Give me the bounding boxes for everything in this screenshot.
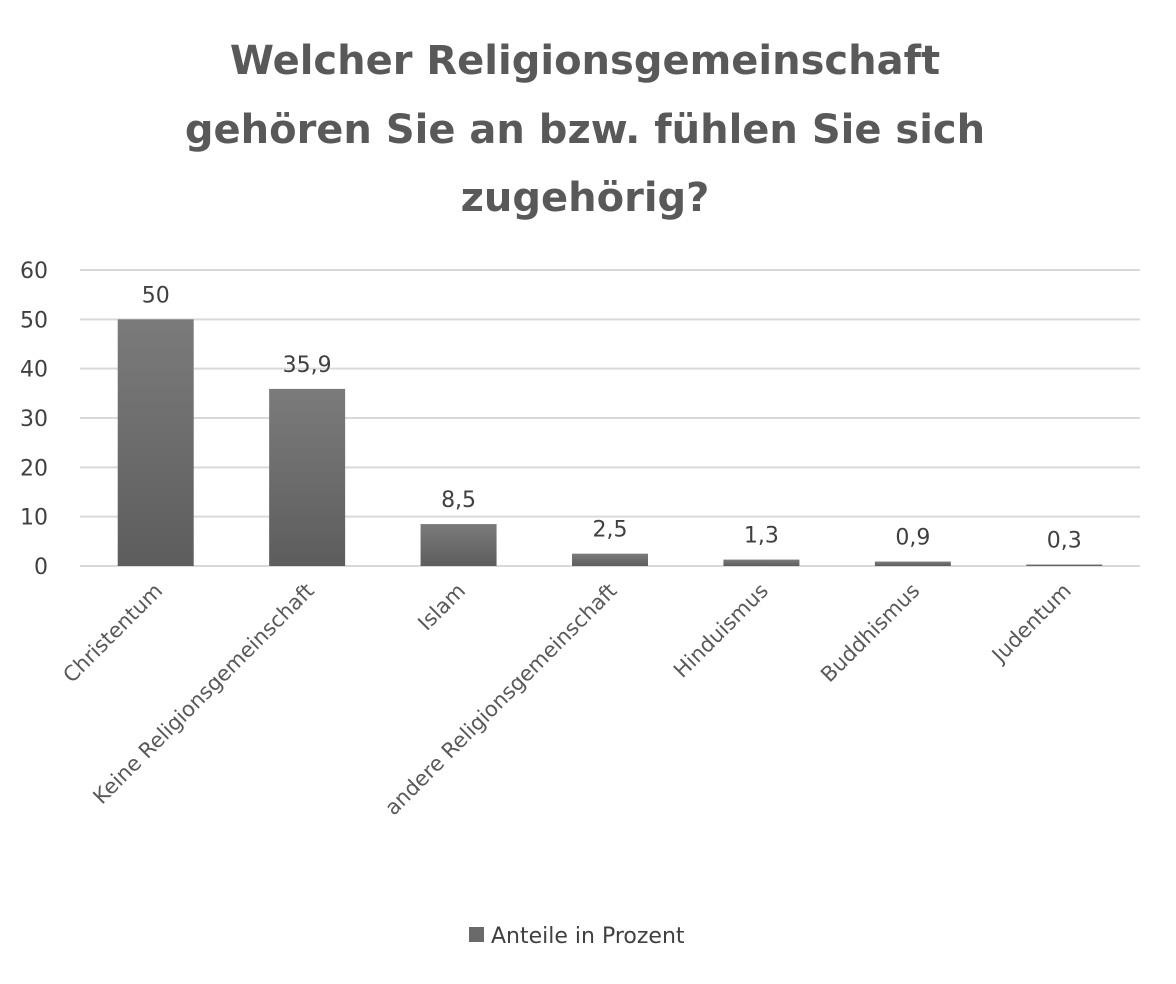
- y-tick-label: 50: [20, 308, 48, 333]
- bar: [723, 559, 800, 566]
- y-axis-ticks: 0 10 20 30 40 50 60: [20, 259, 48, 580]
- data-label: 50: [142, 283, 170, 308]
- y-tick-label: 40: [20, 358, 48, 383]
- category-label: Hinduismus: [669, 579, 773, 683]
- y-tick-label: 60: [20, 259, 48, 284]
- chart-title-line-1: Welcher Religionsgemeinschaft: [230, 38, 940, 84]
- data-label: 0,3: [1047, 529, 1082, 554]
- legend-label: Anteile in Prozent: [491, 924, 685, 949]
- data-label: 35,9: [283, 353, 332, 378]
- y-tick-label: 20: [20, 456, 48, 481]
- bar: [874, 561, 951, 566]
- chart-title-line-3: zugehörig?: [461, 175, 710, 221]
- category-label: Judentum: [986, 579, 1076, 669]
- bar: [420, 524, 497, 566]
- bar: [1026, 564, 1103, 566]
- chart-title-line-2: gehören Sie an bzw. fühlen Sie sich: [185, 107, 985, 153]
- category-label: Christentum: [58, 579, 167, 688]
- y-tick-label: 10: [20, 506, 48, 531]
- category-label: Buddhismus: [816, 579, 924, 687]
- bar: [572, 553, 648, 566]
- y-tick-label: 0: [34, 555, 48, 580]
- bar: [269, 388, 346, 566]
- data-label: 2,5: [593, 518, 628, 543]
- data-label: 8,5: [441, 488, 476, 513]
- bar: [117, 319, 194, 566]
- gridlines: [80, 269, 1140, 567]
- bars: [117, 319, 1103, 566]
- category-label: Islam: [413, 579, 470, 636]
- y-tick-label: 30: [20, 407, 48, 432]
- legend: Anteile in Prozent: [469, 924, 685, 949]
- data-label: 1,3: [744, 524, 779, 549]
- legend-swatch: [469, 927, 484, 942]
- data-labels: 50 35,9 8,5 2,5 1,3 0,9 0,3: [142, 283, 1082, 553]
- data-label: 0,9: [895, 526, 930, 551]
- chart-title: Welcher Religionsgemeinschaft gehören Si…: [185, 38, 985, 221]
